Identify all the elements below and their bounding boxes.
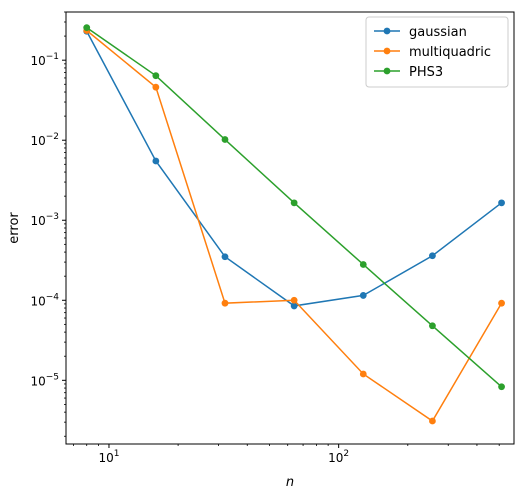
y-axis: 10−1 10−2 10−3 10−4 10−5 [30, 52, 66, 388]
y-tick-label: 10−1 [30, 52, 59, 68]
y-tick-label: 10−4 [30, 292, 59, 308]
x-tick-label: 102 [328, 449, 349, 465]
data-point [152, 83, 160, 91]
data-point [221, 253, 229, 261]
x-tick-label: 101 [98, 449, 119, 465]
minor-ticks [64, 11, 500, 446]
data-point [221, 136, 229, 143]
data-point [221, 299, 229, 307]
data-point [290, 302, 298, 310]
y-tick-label: 10−3 [30, 212, 59, 228]
legend-marker [383, 27, 391, 35]
data-point [152, 157, 160, 165]
legend-marker [383, 47, 391, 55]
y-tick-label: 10−2 [30, 132, 59, 148]
legend-marker [383, 67, 391, 75]
legend-item-multiquadric: multiquadric [374, 45, 491, 60]
legend-label: gaussian [409, 25, 467, 40]
x-axis-label: n [286, 475, 294, 490]
data-point [359, 261, 367, 268]
data-point [429, 252, 436, 260]
data-point [498, 199, 505, 207]
data-point [359, 370, 367, 378]
data-point [359, 292, 367, 299]
series-phs3 [83, 24, 505, 391]
data-point [429, 417, 436, 425]
legend-item-gaussian: gaussian [374, 25, 467, 40]
series-layer [83, 24, 505, 425]
legend-label: PHS3 [409, 65, 443, 80]
x-axis: 101 102 [98, 444, 349, 465]
y-tick-label: 10−5 [30, 372, 59, 388]
data-point [290, 199, 298, 207]
y-axis-label: error [7, 212, 22, 244]
legend-box [365, 16, 509, 88]
data-point [498, 299, 505, 307]
data-point [152, 72, 160, 80]
legend: gaussian multiquadric PHS3 [365, 16, 509, 88]
legend-label: multiquadric [409, 45, 491, 60]
data-point [83, 24, 91, 32]
data-point [498, 383, 505, 391]
data-point [429, 322, 436, 330]
data-point [290, 296, 298, 304]
plot-area [64, 11, 515, 446]
legend-item-phs3: PHS3 [374, 65, 443, 80]
